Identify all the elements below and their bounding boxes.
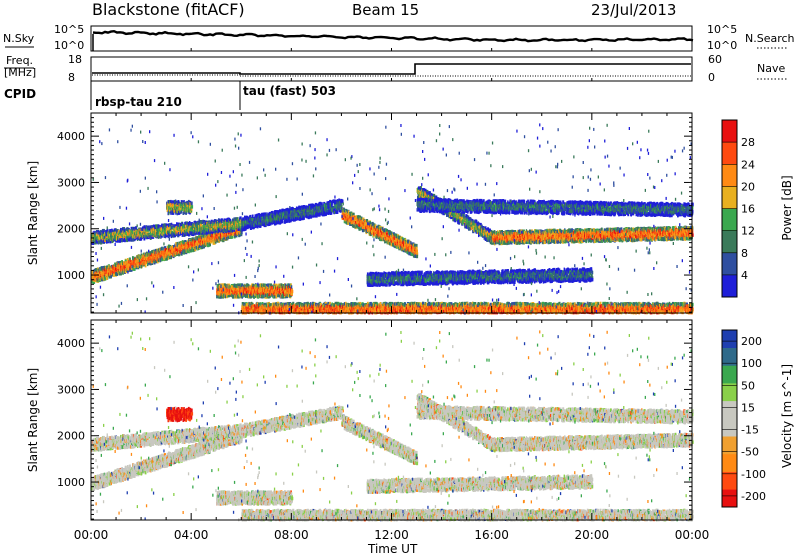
date-title: 23/Jul/2013: [591, 1, 676, 19]
nsearch-label: N.Search: [745, 32, 795, 45]
cpid-label: CPID: [4, 87, 36, 101]
freq-right-tick-top: 60: [708, 53, 722, 66]
freq-line: [92, 64, 691, 74]
noise-right-tick-bottom: 10^0: [707, 39, 737, 52]
noise-left-tick-bottom: 10^0: [54, 39, 84, 52]
nsky-label: N.Sky: [3, 32, 35, 45]
nave-label: Nave: [757, 62, 785, 75]
radar-figure: Blackstone (fitACF) Beam 15 23/Jul/2013 …: [0, 0, 800, 554]
beam-title: Beam 15: [352, 1, 419, 19]
noise-panel: N.Sky 10^5 10^0 10^5 10^0 N.Search: [3, 23, 795, 52]
noise-left-tick-top: 10^5: [54, 23, 84, 36]
noise-sky-line: [93, 31, 693, 41]
cpid-mode-1: rbsp-tau 210: [95, 95, 182, 109]
freq-panel: Freq. [MHz] 18 8 60 0 Nave CPID: [4, 53, 787, 101]
power-echo: [137, 264, 139, 268]
noise-right-tick-top: 10^5: [707, 23, 737, 36]
cpid-mode-2: tau (fast) 503: [243, 84, 336, 98]
freq-left-tick-top: 18: [68, 53, 82, 66]
freq-left-tick-bottom: 8: [68, 71, 75, 84]
freq-right-tick-bottom: 0: [708, 71, 715, 84]
power-echo: [145, 264, 147, 268]
power-echo: [163, 247, 164, 251]
cpid-strip: rbsp-tau 210 tau (fast) 503: [91, 81, 336, 110]
station-title: Blackstone (fitACF): [92, 0, 245, 19]
power-echo: [141, 265, 143, 269]
power-echo: [106, 277, 108, 281]
power-echoes: [91, 123, 694, 314]
power-echo: [127, 258, 129, 262]
